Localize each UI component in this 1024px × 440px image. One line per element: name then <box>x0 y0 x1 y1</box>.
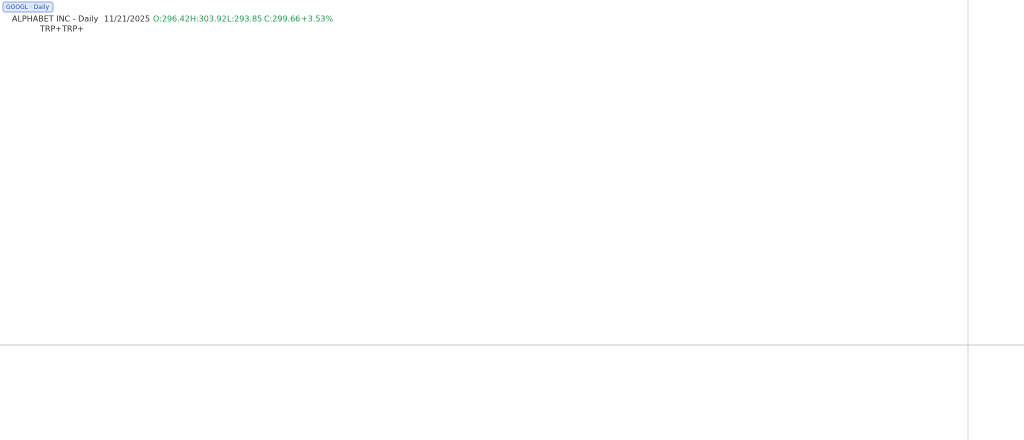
symbol-pill-text: GOOGL · Daily <box>6 4 49 11</box>
header-close: C:299.66 <box>264 15 300 24</box>
header-open: O:296.42 <box>153 15 190 24</box>
header-high: H:303.92 <box>190 15 227 24</box>
symbol-pill[interactable] <box>2 1 54 13</box>
header-date: 11/21/2025 <box>104 15 150 24</box>
indicator-label[interactable]: TRP+ <box>61 25 84 34</box>
indicator-label[interactable]: TRP+ <box>39 25 62 34</box>
header-change: +3.53% <box>301 15 334 24</box>
header-low: L:293.85 <box>227 15 262 24</box>
header-name: ALPHABET INC - Daily <box>12 15 99 24</box>
header: GOOGL · Daily ALPHABET INC - Daily 11/21… <box>2 1 334 34</box>
